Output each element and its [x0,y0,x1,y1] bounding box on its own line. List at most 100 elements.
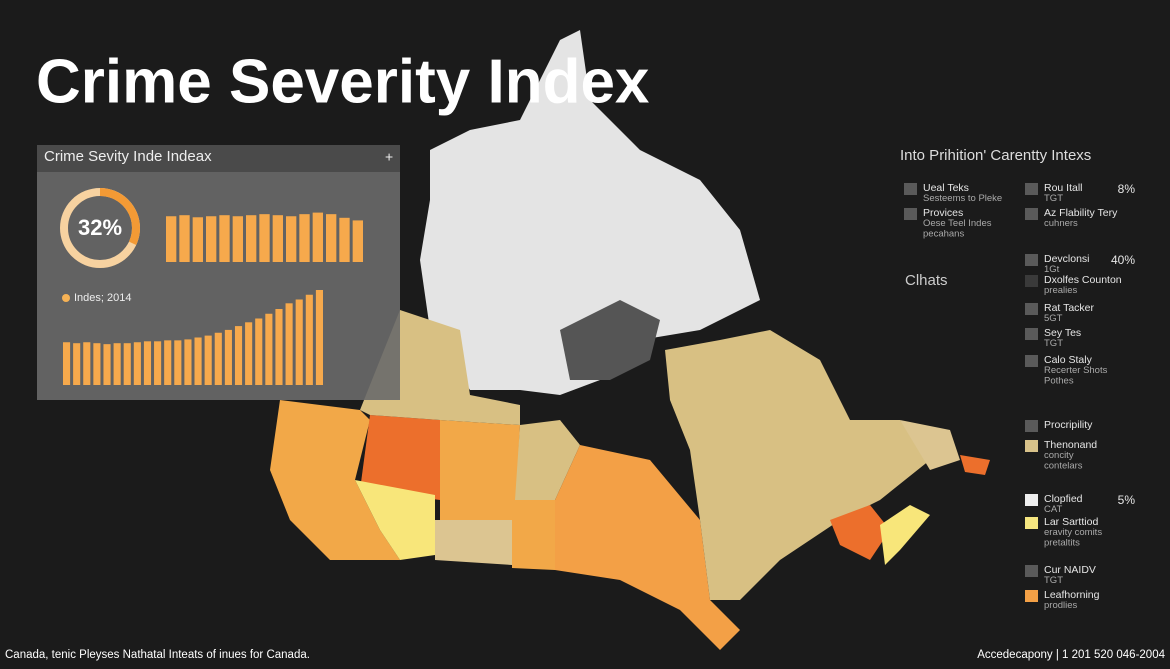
legend-text: pecahans [923,229,964,240]
legend-text: Provices [923,207,963,219]
legend-swatch [1025,355,1038,367]
legend-swatch [1025,440,1038,452]
legend-text: Calo Staly [1044,354,1093,366]
legend-text: Lar Sarttiod [1044,516,1098,528]
legend-text: Az Flability Tery [1044,207,1118,219]
add-button[interactable]: + [385,149,393,165]
bottom-bar [234,326,243,385]
legend-text: prealies [1044,285,1078,296]
bottom-bar [265,313,273,385]
legend-pct: 8% [1118,182,1136,196]
top-bar [259,214,270,262]
legend-swatch [904,183,917,195]
bottom-bar [204,335,212,385]
footer-left: Canada, tenic Pleyses Nathatal Inteats o… [5,649,310,661]
legend-text: Leafhorning [1044,589,1100,601]
top-bar [232,216,243,262]
top-bar [246,215,257,262]
legend-swatch [1025,254,1038,266]
legend-text: concity [1044,450,1074,461]
legend-swatch [1025,328,1038,340]
region-south [355,480,435,560]
page-title: Crime Severity Index [36,47,650,116]
legend-swatch [904,208,917,220]
bottom-bar [214,332,222,385]
legend-swatch [1025,517,1038,529]
legend-title: Into Prihition' Carentty Intexs [900,147,1091,164]
legend-text: TGT [1044,338,1063,349]
legend-text: Recerter Shots [1044,365,1108,376]
donut-label: 32% [78,215,122,240]
legend-swatch [1025,420,1038,432]
bottom-bar [315,290,323,385]
panel-title: Crime Sevity Inde Indeax [44,148,212,165]
footer-right: Accedecapony | 1 201 520 046-2004 [977,649,1165,661]
legend-text: Procripility [1044,419,1093,431]
stats-panel: Crime Sevity Inde Indeax + 32% Indes; 20… [37,145,400,400]
donut-arc [99,188,140,246]
bottom-bar [275,309,283,385]
legend-pct: 5% [1118,493,1136,507]
bottom-bar [93,343,101,385]
bottom-bar [103,344,111,385]
region-manitoba-south [512,500,555,570]
legend-text: Devclonsi [1044,253,1090,265]
region-quebec [665,330,930,600]
hudson-shadow [560,300,660,380]
region-ontario [555,445,740,650]
top-bar [272,215,283,262]
top-bar [312,212,323,262]
region-labrador [900,420,960,470]
legend-swatch [1025,565,1038,577]
legend-swatch [1025,303,1038,315]
top-bar [352,220,363,262]
legend-text: cuhners [1044,218,1078,229]
legend-text: Sey Tes [1044,327,1081,339]
legend-text: Dxolfes Counton [1044,274,1122,286]
bottom-bar [255,318,263,385]
legend-text: Rat Tacker [1044,302,1094,314]
legend-text: TGT [1044,193,1063,204]
map-label: Clhats [905,272,948,289]
panel-legend: Indes; 2014 [74,292,132,304]
top-bar [219,215,230,262]
bottom-bar [305,294,313,385]
bottom-bar [174,340,182,385]
legend-text: 5GT [1044,313,1063,324]
legend-text: Oese Teel Indes [923,218,992,229]
bottom-bar [154,341,162,385]
bottom-bar [295,299,303,385]
region-alberta [360,415,440,500]
legend-text: prodlies [1044,600,1078,611]
bottom-bar [164,340,172,385]
region-manitoba [515,420,580,500]
bottom-bar [83,342,91,385]
bottom-bar [184,339,192,385]
legend-swatch [1025,208,1038,220]
bottom-bar [224,329,232,385]
legend-swatch [1025,183,1038,195]
legend-text: 1Gt [1044,264,1060,275]
region-nova-scotia [880,505,930,565]
legend-text: Thenonand [1044,439,1097,451]
arctic-islands [420,30,760,395]
top-bar [339,217,350,262]
top-bar [179,215,190,262]
region-maritimes [830,505,890,560]
bottom-bar [123,343,131,385]
legend-swatch [1025,275,1038,287]
bottom-bar [133,342,141,385]
legend-text: contelars [1044,461,1083,472]
panel-header [37,145,400,172]
top-bar [192,217,203,262]
legend-text: eravity comits [1044,527,1102,538]
legend-text: Rou Itall [1044,182,1083,194]
bottom-bar [245,322,253,385]
bottom-bar [63,342,71,385]
legend-text: pretaltits [1044,538,1080,549]
legend-text: Ueal Teks [923,182,969,194]
legend-text: Cur NAIDV [1044,564,1096,576]
legend-text: Sesteems to Pleke [923,193,1002,204]
